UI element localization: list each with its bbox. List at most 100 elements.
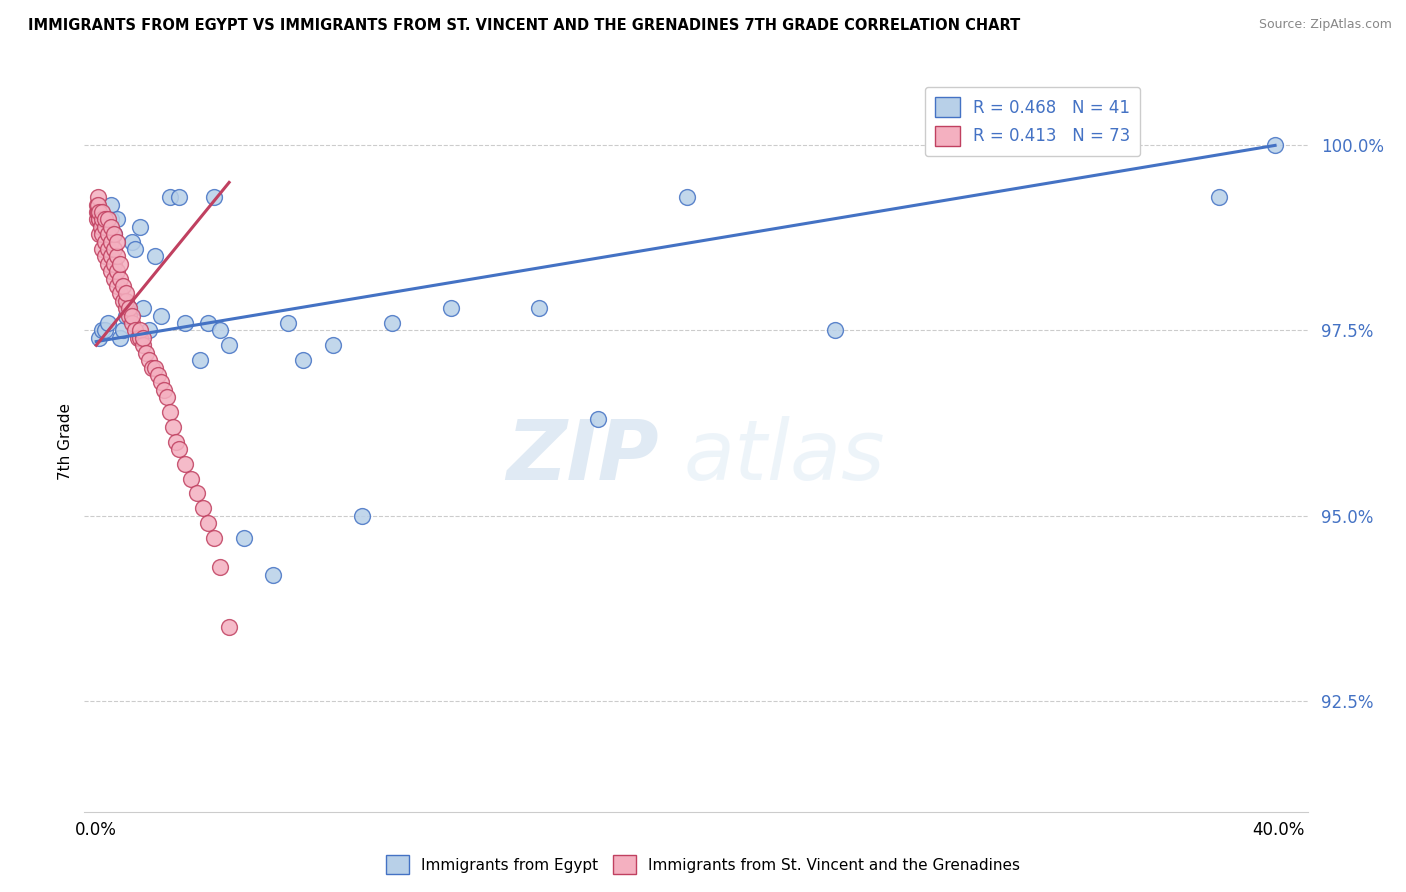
Point [141, 360, 163, 375]
Point [135, 345, 157, 359]
Text: Source: ZipAtlas.com: Source: ZipAtlas.com [1258, 18, 1392, 31]
Point [100, 264, 122, 278]
Point [100, 235, 122, 249]
Point [103, 227, 125, 242]
Point [103, 227, 125, 242]
Legend: R = 0.468   N = 41, R = 0.413   N = 73: R = 0.468 N = 41, R = 0.413 N = 73 [925, 87, 1140, 156]
Point [111, 323, 134, 337]
Point [129, 323, 152, 337]
Point [143, 249, 166, 263]
Point [86, 190, 108, 204]
Point [138, 323, 160, 337]
Point [180, 471, 202, 485]
Point [202, 190, 225, 204]
Point [188, 353, 211, 368]
Point [381, 316, 404, 330]
Point [1264, 138, 1286, 153]
Point [105, 235, 128, 249]
Point [124, 323, 146, 337]
Point [529, 301, 551, 316]
Point [114, 301, 136, 316]
Point [159, 405, 181, 419]
Point [676, 190, 699, 204]
Point [121, 235, 143, 249]
Point [129, 331, 152, 345]
Point [94, 212, 117, 227]
Point [132, 301, 155, 316]
Point [94, 249, 117, 263]
Text: atlas: atlas [683, 416, 886, 497]
Point [232, 531, 254, 545]
Point [89, 205, 111, 219]
Point [91, 205, 114, 219]
Point [100, 249, 122, 263]
Point [118, 301, 141, 316]
Point [100, 212, 122, 227]
Point [209, 323, 232, 337]
Point [91, 242, 114, 256]
Point [97, 227, 120, 242]
Point [118, 309, 141, 323]
Point [103, 242, 125, 256]
Point [262, 567, 284, 582]
Point [111, 279, 134, 293]
Point [108, 331, 131, 345]
Point [150, 376, 173, 390]
Point [108, 257, 131, 271]
Point [129, 219, 152, 234]
Point [588, 412, 610, 426]
Point [105, 264, 128, 278]
Point [159, 190, 181, 204]
Point [150, 309, 173, 323]
Point [108, 286, 131, 301]
Point [94, 323, 117, 337]
Point [156, 390, 179, 404]
Point [103, 257, 125, 271]
Text: ZIP: ZIP [506, 416, 659, 497]
Point [87, 197, 110, 211]
Point [218, 338, 240, 352]
Point [209, 560, 232, 574]
Point [118, 301, 141, 316]
Text: IMMIGRANTS FROM EGYPT VS IMMIGRANTS FROM ST. VINCENT AND THE GRENADINES 7TH GRAD: IMMIGRANTS FROM EGYPT VS IMMIGRANTS FROM… [28, 18, 1021, 33]
Y-axis label: 7th Grade: 7th Grade [58, 403, 73, 480]
Point [108, 271, 131, 285]
Point [186, 486, 208, 500]
Point [197, 516, 219, 530]
Point [86, 197, 108, 211]
Point [91, 323, 114, 337]
Point [197, 316, 219, 330]
Point [124, 242, 146, 256]
Point [277, 316, 299, 330]
Point [440, 301, 463, 316]
Point [90, 219, 112, 234]
Point [105, 249, 128, 263]
Point [132, 338, 155, 352]
Point [148, 368, 170, 382]
Point [89, 227, 111, 242]
Point [91, 212, 114, 227]
Point [202, 531, 225, 545]
Point [162, 419, 184, 434]
Point [352, 508, 374, 523]
Point [153, 383, 176, 397]
Point [97, 257, 120, 271]
Point [322, 338, 344, 352]
Point [100, 197, 122, 211]
Point [218, 620, 240, 634]
Point [121, 309, 143, 323]
Point [121, 316, 143, 330]
Point [89, 212, 111, 227]
Point [86, 212, 108, 227]
Point [114, 286, 136, 301]
Point [94, 219, 117, 234]
Point [114, 309, 136, 323]
Point [143, 360, 166, 375]
Point [105, 212, 128, 227]
Point [824, 323, 846, 337]
Point [173, 457, 195, 471]
Point [100, 219, 122, 234]
Point [1208, 190, 1230, 204]
Point [132, 331, 155, 345]
Point [94, 235, 117, 249]
